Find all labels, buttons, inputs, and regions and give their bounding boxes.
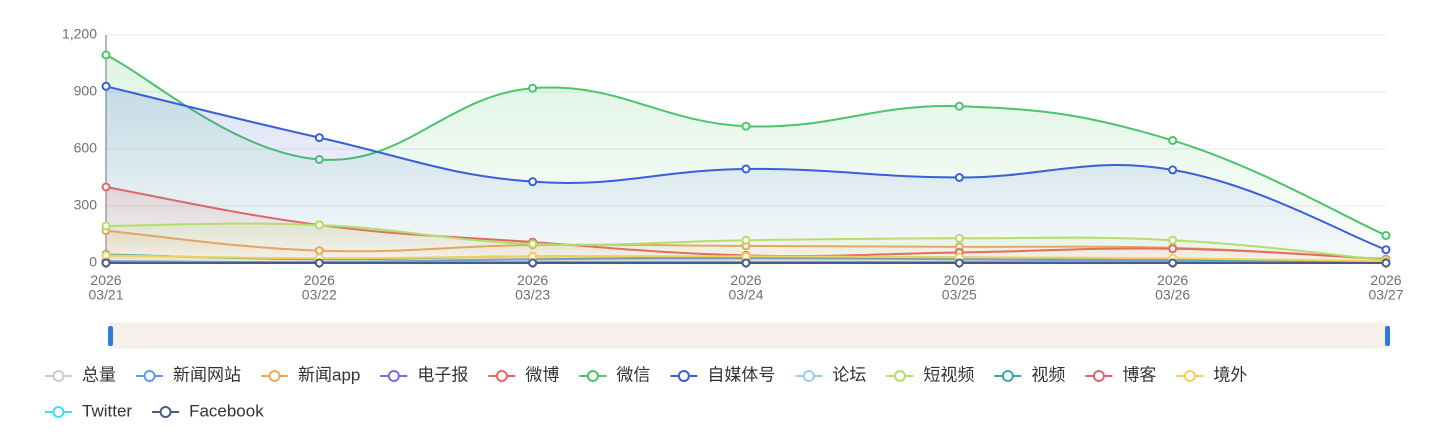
- point: [1168, 165, 1178, 175]
- legend-icon: [52, 406, 65, 418]
- legend-item[interactable]: 新闻网站: [136, 365, 241, 384]
- point: [954, 101, 964, 111]
- x-tick-label: 2026 03/21: [88, 272, 123, 303]
- legend-item[interactable]: 微信: [579, 365, 650, 384]
- point: [101, 81, 111, 91]
- point: [1168, 235, 1178, 245]
- y-tick-label: 0: [89, 254, 97, 270]
- point: [101, 250, 111, 260]
- point: [1381, 245, 1391, 255]
- point: [954, 173, 964, 182]
- point: [1381, 258, 1391, 268]
- point: [528, 239, 538, 249]
- legend-icon: [268, 370, 281, 382]
- legend-label: 博客: [1122, 365, 1156, 384]
- x-tick-label: 2026 03/24: [728, 272, 763, 303]
- legend-item[interactable]: 新闻app: [261, 365, 360, 384]
- data-zoom[interactable]: [108, 322, 1390, 349]
- point: [101, 221, 111, 231]
- legend-icon: [586, 370, 599, 382]
- y-tick-label: 900: [74, 83, 98, 99]
- point: [741, 164, 751, 174]
- series: [101, 258, 1391, 268]
- point: [314, 220, 324, 230]
- legend-label: 微信: [616, 365, 650, 384]
- series: [101, 81, 1391, 263]
- legend-icon: [802, 370, 815, 382]
- legend-label: 电子报: [417, 365, 468, 384]
- legend-icon: [1092, 370, 1105, 382]
- legend-label: 总量: [82, 365, 116, 384]
- x-tick-label: 2026 03/22: [302, 272, 337, 303]
- zoom-handle[interactable]: [1385, 326, 1390, 346]
- legend-icon: [1001, 370, 1014, 382]
- series: [101, 220, 1391, 265]
- x-tick-label: 2026 03/23: [515, 272, 550, 303]
- legend-icon: [52, 370, 65, 382]
- legend-label: 新闻网站: [173, 365, 241, 384]
- legend-icon: [893, 370, 906, 382]
- legend-label: Twitter: [82, 401, 132, 420]
- legend-icon: [677, 370, 690, 382]
- y-tick-label: 300: [74, 197, 98, 213]
- legend-label: 论坛: [832, 365, 866, 384]
- zoom-track[interactable]: [109, 322, 1389, 349]
- point: [314, 258, 324, 268]
- y-tick-label: 1,200: [62, 26, 97, 42]
- legend-item[interactable]: Twitter: [45, 401, 132, 420]
- legend-label: 自媒体号: [707, 365, 775, 384]
- point: [101, 258, 111, 268]
- legend-item[interactable]: 视频: [994, 365, 1065, 384]
- point: [528, 177, 538, 187]
- legend-item[interactable]: 博客: [1085, 365, 1156, 384]
- legend-icon: [1183, 370, 1196, 382]
- legend-item[interactable]: 自媒体号: [670, 365, 775, 384]
- legend-label: 微博: [525, 365, 559, 384]
- point: [314, 133, 324, 143]
- x-tick-label: 2026 03/26: [1155, 272, 1190, 303]
- y-tick-label: 600: [74, 140, 98, 156]
- x-tick-label: 2026 03/27: [1368, 272, 1403, 303]
- point: [1168, 258, 1178, 268]
- point: [528, 83, 538, 93]
- legend-item[interactable]: 论坛: [795, 365, 866, 384]
- legend-icon: [495, 370, 508, 382]
- zoom-handle[interactable]: [108, 326, 113, 346]
- legend-item[interactable]: 电子报: [380, 365, 468, 384]
- x-tick-label: 2026 03/25: [942, 272, 977, 303]
- legend-item[interactable]: 总量: [45, 365, 116, 384]
- legend-label: 短视频: [923, 365, 974, 384]
- point: [1168, 135, 1178, 145]
- point: [741, 235, 751, 245]
- legend-icon: [159, 406, 172, 418]
- legend-label: Facebook: [189, 401, 264, 420]
- legend-icon: [387, 370, 400, 382]
- point: [954, 233, 964, 243]
- point: [528, 258, 538, 268]
- legend-item[interactable]: 境外: [1176, 365, 1247, 384]
- legend-item[interactable]: Facebook: [152, 401, 264, 420]
- legend-icon: [143, 370, 156, 382]
- legend-item[interactable]: 短视频: [886, 365, 974, 384]
- legend-label: 新闻app: [298, 365, 360, 384]
- legend-label: 境外: [1213, 365, 1247, 384]
- point: [954, 258, 964, 268]
- point: [741, 258, 751, 268]
- point: [1381, 230, 1391, 240]
- legend-label: 视频: [1031, 365, 1065, 384]
- area: [106, 86, 1386, 263]
- point: [741, 121, 751, 131]
- legend-item[interactable]: 微博: [488, 365, 559, 384]
- point: [101, 50, 111, 60]
